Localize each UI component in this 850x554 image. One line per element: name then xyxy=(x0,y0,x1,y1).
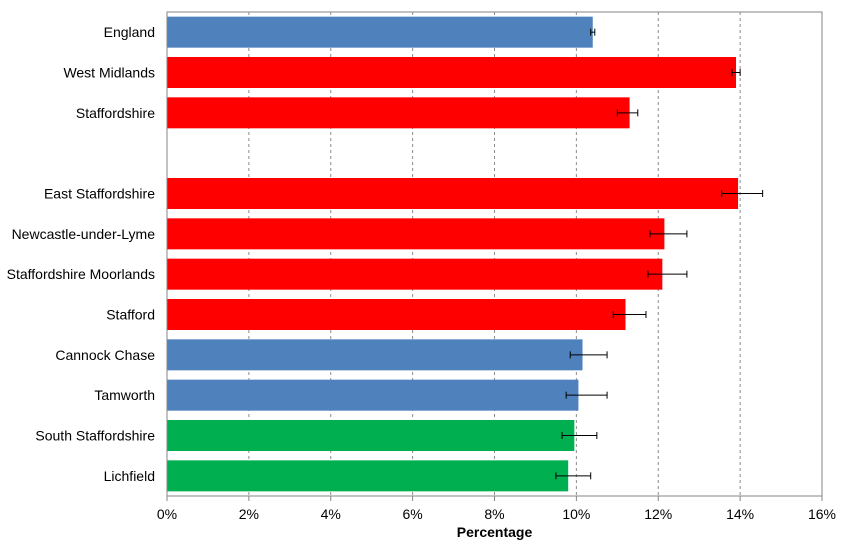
category-label: East Staffordshire xyxy=(44,186,155,202)
bar xyxy=(167,420,575,451)
bar xyxy=(167,339,583,371)
category-label: Cannock Chase xyxy=(55,347,155,363)
x-tick-label: 16% xyxy=(808,506,836,522)
category-label: Tamworth xyxy=(94,387,155,403)
x-tick-label: 2% xyxy=(239,506,259,522)
x-tick-label: 14% xyxy=(726,506,754,522)
x-tick-label: 8% xyxy=(484,506,504,522)
category-label: Lichfield xyxy=(104,468,155,484)
bar xyxy=(167,57,737,88)
category-label: West Midlands xyxy=(63,65,155,81)
category-label: Newcastle-under-Lyme xyxy=(12,226,156,242)
bar xyxy=(167,178,739,209)
bar xyxy=(167,97,630,129)
grid-lines xyxy=(248,12,741,496)
category-label: Staffordshire xyxy=(76,105,155,121)
x-axis-title: Percentage xyxy=(457,524,533,540)
category-label: England xyxy=(104,24,155,40)
category-label: Staffordshire Moorlands xyxy=(7,266,155,282)
category-label: South Staffordshire xyxy=(35,428,155,444)
bars xyxy=(167,16,739,492)
bar xyxy=(167,460,569,492)
error-bars xyxy=(555,28,764,480)
bar xyxy=(167,299,626,330)
bar xyxy=(167,218,665,250)
x-tick-label: 0% xyxy=(157,506,177,522)
category-labels: England West Midlands Staffordshire East St… xyxy=(7,24,156,484)
x-tick-label: 10% xyxy=(562,506,590,522)
bar xyxy=(167,16,593,48)
x-axis-ticks: 0% 2% 4% 6% 8% 10% 12% 14% 16% xyxy=(157,496,836,522)
x-tick-label: 4% xyxy=(321,506,341,522)
category-label: Stafford xyxy=(106,307,155,323)
x-tick-label: 6% xyxy=(403,506,423,522)
bar xyxy=(167,258,663,290)
x-tick-label: 12% xyxy=(644,506,672,522)
bar xyxy=(167,379,579,411)
